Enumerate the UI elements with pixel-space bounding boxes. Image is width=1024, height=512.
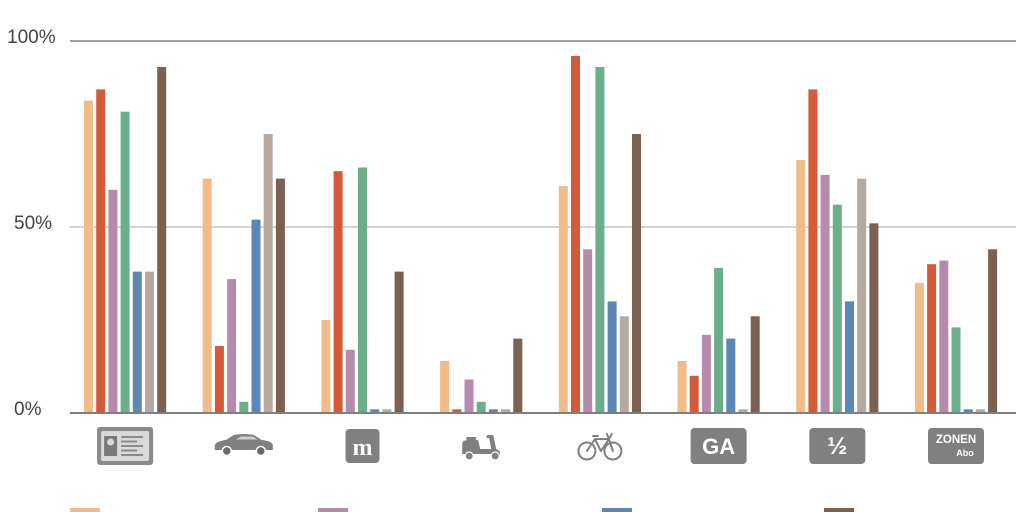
bar bbox=[857, 178, 867, 412]
bar bbox=[358, 167, 367, 412]
bar bbox=[239, 401, 249, 412]
bar bbox=[988, 249, 998, 412]
bar bbox=[382, 409, 392, 412]
legend-swatch bbox=[70, 508, 100, 512]
bar bbox=[750, 316, 760, 412]
badge-label: m bbox=[353, 435, 373, 461]
bar bbox=[321, 320, 331, 412]
bar bbox=[701, 334, 711, 412]
bar bbox=[869, 223, 879, 412]
legend-swatch bbox=[824, 508, 854, 512]
bar bbox=[84, 100, 93, 412]
bar bbox=[914, 282, 924, 412]
y-tick-label: 50% bbox=[14, 213, 52, 234]
half-fare-badge-icon: ½ bbox=[809, 428, 866, 464]
bar bbox=[939, 260, 949, 412]
bar bbox=[476, 401, 486, 412]
badge-background bbox=[928, 428, 984, 464]
bar bbox=[951, 327, 961, 412]
bar bbox=[440, 360, 450, 412]
bar bbox=[202, 178, 212, 412]
bar bbox=[845, 301, 854, 412]
bar bbox=[214, 346, 224, 412]
y-tick-label: 100% bbox=[7, 27, 56, 48]
bar bbox=[227, 279, 237, 412]
y-tick-label: 0% bbox=[14, 399, 42, 420]
bar bbox=[145, 271, 154, 412]
legend bbox=[70, 508, 854, 512]
bar bbox=[345, 349, 355, 412]
bar bbox=[975, 409, 985, 412]
bicycle-icon bbox=[577, 433, 623, 461]
bar bbox=[488, 409, 498, 412]
bar bbox=[619, 316, 629, 412]
bar bbox=[263, 134, 273, 412]
bar bbox=[157, 67, 167, 412]
ga-badge-icon: GA bbox=[690, 428, 747, 464]
scooter-icon bbox=[462, 435, 501, 461]
bar bbox=[108, 189, 118, 412]
bar bbox=[689, 375, 699, 412]
badge-label: ½ bbox=[827, 433, 847, 460]
bar bbox=[571, 55, 580, 413]
bar bbox=[677, 360, 687, 412]
legend-swatch bbox=[318, 508, 348, 512]
bar bbox=[333, 171, 343, 412]
m-badge-icon: m bbox=[345, 429, 380, 463]
bar bbox=[832, 204, 842, 412]
bar bbox=[501, 409, 511, 412]
bar bbox=[632, 134, 641, 412]
bar bbox=[452, 409, 462, 412]
badge-background bbox=[690, 428, 747, 464]
bar bbox=[726, 338, 736, 412]
category-icons: m GA ½ ZONEN Abo bbox=[97, 427, 984, 465]
bar bbox=[738, 409, 748, 412]
bar bbox=[583, 249, 593, 412]
grid-lines bbox=[70, 40, 1016, 228]
bar bbox=[275, 178, 285, 412]
bar bbox=[808, 89, 818, 413]
bar bbox=[820, 174, 830, 412]
bar bbox=[714, 267, 724, 412]
bar bbox=[370, 409, 380, 412]
bar bbox=[607, 301, 617, 412]
bar bbox=[251, 219, 261, 412]
bar bbox=[132, 271, 142, 412]
badge-sublabel: Abo bbox=[956, 448, 974, 458]
id-card-icon bbox=[97, 427, 154, 465]
bar bbox=[595, 67, 605, 412]
bar bbox=[558, 186, 568, 412]
bars bbox=[84, 55, 998, 413]
badge-label: GA bbox=[702, 434, 735, 459]
bar bbox=[120, 111, 130, 412]
badge-label: ZONEN bbox=[936, 434, 976, 446]
bar bbox=[927, 264, 937, 412]
badge-background bbox=[809, 428, 866, 464]
bar bbox=[796, 160, 806, 412]
bar bbox=[464, 379, 474, 412]
bar bbox=[513, 338, 523, 412]
car-icon bbox=[214, 434, 273, 457]
zonen-abo-badge-icon: ZONEN Abo bbox=[928, 428, 984, 464]
bar bbox=[963, 409, 973, 412]
bar bbox=[96, 89, 106, 413]
bar bbox=[394, 271, 404, 412]
legend-swatch bbox=[602, 508, 632, 512]
y-axis-tick-labels: 0% 50% 100% bbox=[7, 27, 56, 420]
